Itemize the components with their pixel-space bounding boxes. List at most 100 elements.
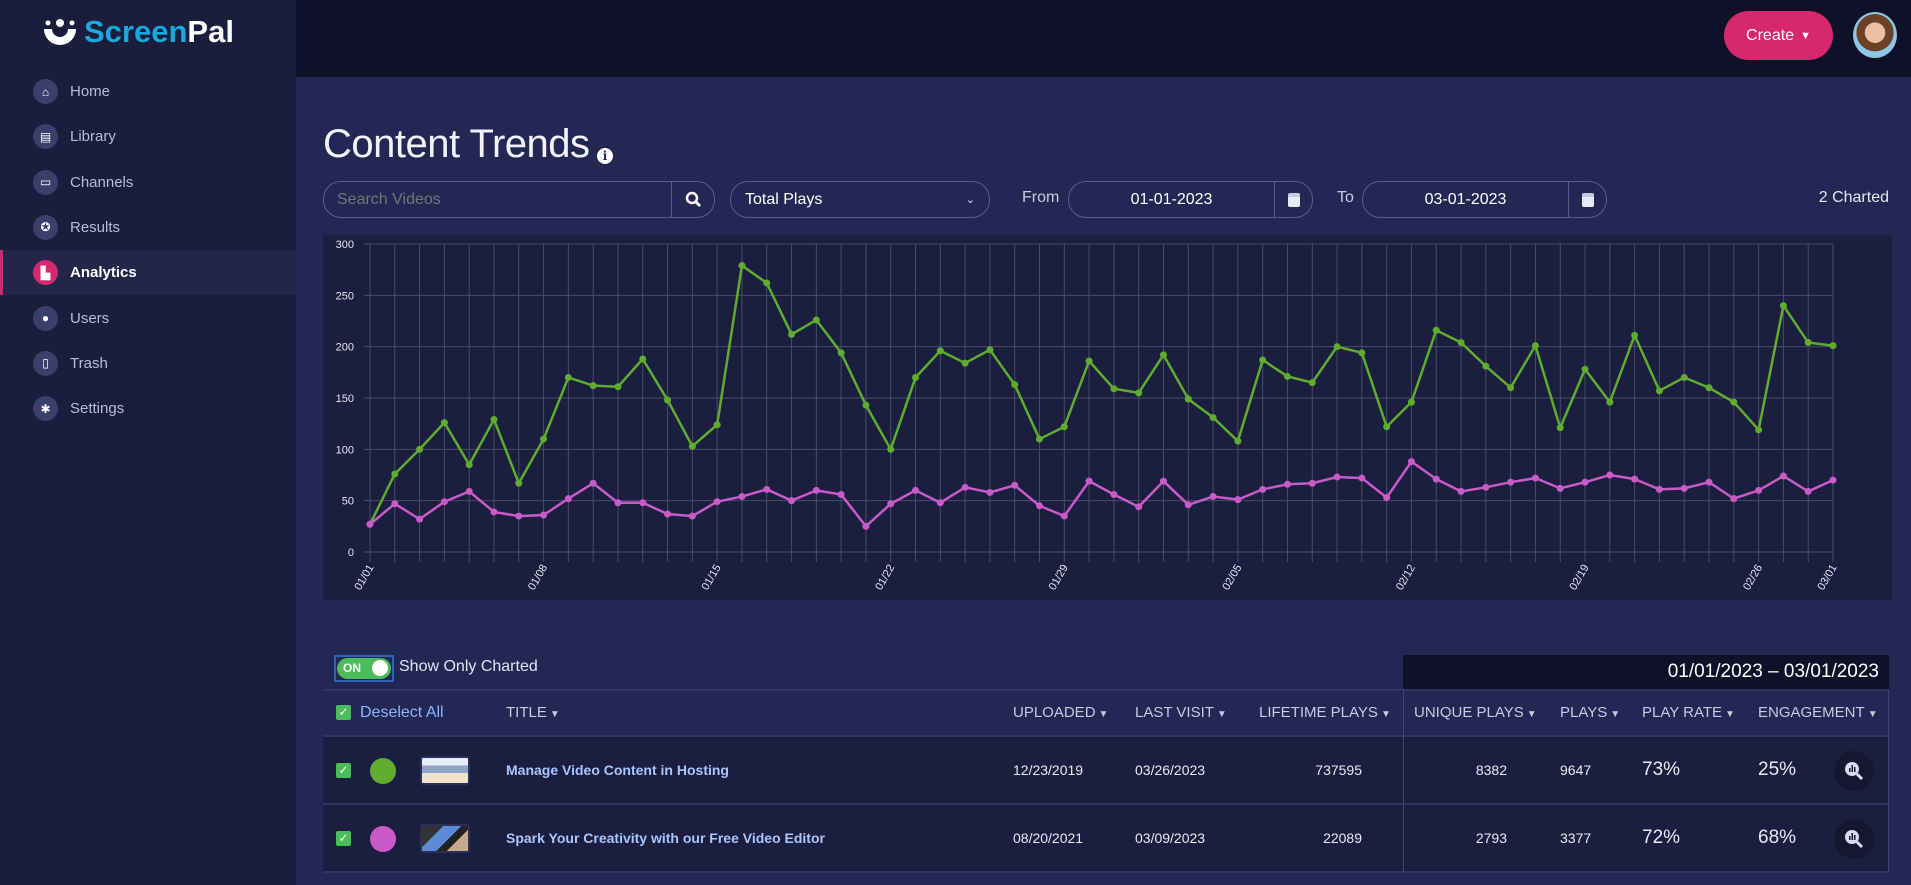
sort-unique-plays[interactable]: UNIQUE PLAYS ▼ bbox=[1414, 704, 1537, 721]
data-point bbox=[1159, 351, 1167, 359]
y-tick-label: 0 bbox=[348, 547, 354, 559]
video-title-link[interactable]: Spark Your Creativity with our Free Vide… bbox=[506, 830, 825, 846]
view-details-button[interactable] bbox=[1834, 751, 1874, 791]
page-title: Content Trends bbox=[323, 122, 590, 166]
data-point bbox=[614, 499, 622, 507]
top-bar bbox=[296, 0, 1911, 77]
data-point bbox=[366, 520, 374, 528]
sidebar: ScreenPal ⌂ Home ▤ Library ▭ Channels ✪ Results… bbox=[0, 0, 296, 885]
search-button[interactable] bbox=[671, 182, 714, 217]
row-checkbox[interactable]: ✓ bbox=[336, 763, 351, 778]
data-point bbox=[391, 470, 399, 478]
y-tick-label: 100 bbox=[336, 444, 354, 456]
play-rate: 73% bbox=[1642, 759, 1681, 780]
folder-icon: ▤ bbox=[33, 124, 58, 150]
search-input[interactable] bbox=[324, 190, 672, 209]
analytics-search-icon bbox=[1845, 830, 1864, 849]
to-label: To bbox=[1337, 189, 1354, 206]
x-tick-label: 02/19 bbox=[1567, 563, 1591, 593]
sidebar-item-users[interactable]: ● Users bbox=[0, 296, 296, 341]
uploaded-date: 12/23/2019 bbox=[1013, 762, 1084, 778]
select-all-checkbox[interactable]: ✓ bbox=[336, 705, 351, 720]
sort-title[interactable]: TITLE ▼ bbox=[506, 704, 560, 721]
video-thumbnail[interactable] bbox=[420, 824, 470, 853]
toggle-label: Show Only Charted bbox=[399, 658, 538, 675]
data-point bbox=[887, 500, 895, 508]
metric-value: Total Plays bbox=[745, 190, 823, 208]
calendar-icon[interactable] bbox=[1568, 182, 1606, 217]
data-point bbox=[1730, 495, 1738, 503]
data-point bbox=[465, 487, 473, 495]
table-header bbox=[323, 689, 1889, 737]
x-tick-label: 01/22 bbox=[873, 563, 897, 593]
sidebar-item-library[interactable]: ▤ Library bbox=[0, 114, 296, 159]
data-point bbox=[540, 435, 548, 443]
sort-plays[interactable]: PLAYS ▼ bbox=[1560, 704, 1621, 721]
play-rate: 72% bbox=[1642, 827, 1681, 848]
avatar[interactable] bbox=[1853, 12, 1897, 58]
data-point bbox=[1060, 423, 1068, 431]
data-point bbox=[1036, 435, 1044, 443]
plays: 9647 bbox=[1560, 762, 1592, 778]
data-point bbox=[936, 499, 944, 507]
data-point bbox=[515, 479, 523, 487]
data-point bbox=[416, 445, 424, 453]
data-point bbox=[936, 347, 944, 355]
search-field bbox=[323, 181, 715, 218]
sort-lifetime-plays[interactable]: LIFETIME PLAYS ▼ bbox=[1259, 704, 1391, 721]
video-thumbnail[interactable] bbox=[420, 756, 470, 785]
to-date-value: 03-01-2023 bbox=[1424, 190, 1507, 208]
data-point bbox=[912, 486, 920, 494]
from-date-field[interactable]: 01-01-2023 bbox=[1068, 181, 1313, 218]
view-details-button[interactable] bbox=[1834, 819, 1874, 859]
data-point bbox=[763, 279, 771, 287]
data-point bbox=[837, 349, 845, 357]
data-point bbox=[912, 373, 920, 381]
to-date-field[interactable]: 03-01-2023 bbox=[1362, 181, 1607, 218]
video-title-link[interactable]: Manage Video Content in Hosting bbox=[506, 762, 729, 778]
engagement: 25% bbox=[1758, 759, 1797, 780]
create-label: Create bbox=[1746, 26, 1795, 44]
sidebar-item-settings[interactable]: ✱ Settings bbox=[0, 386, 296, 431]
data-point bbox=[1556, 424, 1564, 432]
create-button[interactable]: Create ▼ bbox=[1724, 11, 1833, 60]
sidebar-item-label: Analytics bbox=[70, 264, 137, 282]
info-icon[interactable]: i bbox=[597, 148, 613, 164]
from-label: From bbox=[1022, 189, 1060, 206]
series-line-1 bbox=[368, 263, 1834, 525]
sidebar-item-analytics[interactable]: ▙ Analytics bbox=[0, 250, 296, 296]
sidebar-item-results[interactable]: ✪ Results bbox=[0, 205, 296, 250]
data-point bbox=[1234, 437, 1242, 445]
sort-uploaded[interactable]: UPLOADED ▼ bbox=[1013, 704, 1109, 721]
sidebar-item-home[interactable]: ⌂ Home bbox=[0, 69, 296, 114]
data-point bbox=[1159, 477, 1167, 485]
sort-last-visit[interactable]: LAST VISIT ▼ bbox=[1135, 704, 1227, 721]
deselect-all-link[interactable]: Deselect All bbox=[360, 704, 444, 721]
data-point bbox=[1779, 302, 1787, 310]
sidebar-item-channels[interactable]: ▭ Channels bbox=[0, 160, 296, 205]
screenpal-logo[interactable]: ScreenPal bbox=[40, 14, 234, 50]
data-point bbox=[1209, 493, 1217, 501]
data-point bbox=[788, 330, 796, 338]
x-tick-label: 01/08 bbox=[526, 563, 550, 593]
data-point bbox=[688, 512, 696, 520]
row-checkbox[interactable]: ✓ bbox=[336, 831, 351, 846]
data-point bbox=[1036, 502, 1044, 510]
unique-plays: 2793 bbox=[1475, 830, 1507, 846]
show-only-charted-toggle[interactable]: ON bbox=[334, 655, 394, 682]
calendar-icon[interactable] bbox=[1274, 182, 1312, 217]
data-point bbox=[540, 511, 548, 519]
data-point bbox=[1308, 379, 1316, 387]
sort-play-rate[interactable]: PLAY RATE ▼ bbox=[1642, 704, 1735, 721]
series-color-dot[interactable] bbox=[370, 826, 396, 852]
sidebar-item-label: Home bbox=[70, 83, 111, 100]
data-point bbox=[1705, 384, 1713, 392]
series-color-dot[interactable] bbox=[370, 758, 396, 784]
sort-engagement[interactable]: ENGAGEMENT ▼ bbox=[1758, 704, 1878, 721]
data-point bbox=[1110, 385, 1118, 393]
data-point bbox=[862, 401, 870, 409]
data-point bbox=[1407, 458, 1415, 466]
metric-select[interactable]: Total Plays ⌄ bbox=[730, 181, 990, 218]
data-point bbox=[564, 495, 572, 503]
sidebar-item-trash[interactable]: ▯ Trash bbox=[0, 341, 296, 386]
